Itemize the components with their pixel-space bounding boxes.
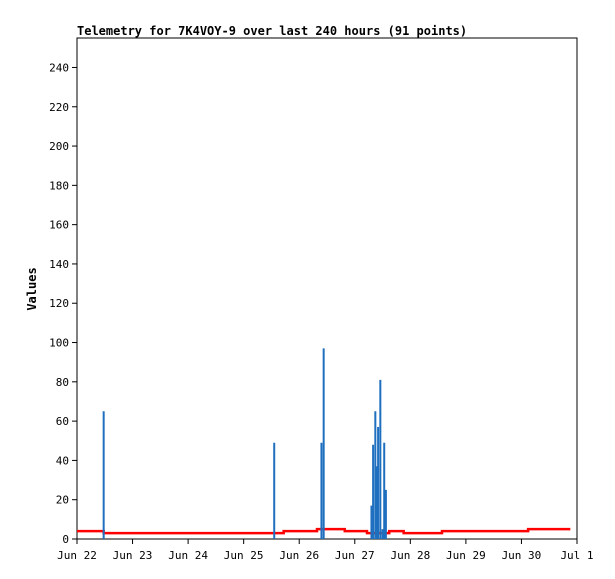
x-tick-label: Jun 22 [57, 549, 97, 562]
series-spikes-blue [102, 348, 387, 539]
y-tick-label: 80 [56, 376, 69, 389]
x-tick-label: Jun 28 [390, 549, 430, 562]
x-tick-label: Jun 23 [113, 549, 153, 562]
x-tick-label: Jun 30 [502, 549, 542, 562]
x-tick-label: Jun 26 [279, 549, 319, 562]
y-axis: 0 20 40 60 80 100 120 140 160 180 200 220 240 [49, 61, 77, 546]
y-axis-label: Values [25, 267, 39, 310]
chart-title: Telemetry for 7K4VOY-9 over last 240 hou… [77, 24, 467, 38]
y-tick-label: 0 [62, 533, 69, 546]
y-tick-label: 220 [49, 101, 69, 114]
x-tick-label: Jul 1 [560, 549, 593, 562]
y-tick-label: 100 [49, 337, 69, 350]
series-layer [77, 348, 571, 539]
x-tick-label: Jun 25 [224, 549, 264, 562]
y-tick-label: 20 [56, 494, 69, 507]
y-tick-label: 140 [49, 258, 69, 271]
x-tick-label: Jun 24 [168, 549, 208, 562]
x-tick-label: Jun 27 [335, 549, 375, 562]
y-tick-label: 180 [49, 179, 69, 192]
series-line-red [77, 527, 571, 535]
x-tick-label: Jun 29 [446, 549, 486, 562]
y-tick-label: 60 [56, 415, 69, 428]
x-axis: Jun 22 Jun 23 Jun 24 Jun 25 Jun 26 Jun 27 Jun … [57, 539, 594, 562]
plot-frame [76, 37, 578, 540]
y-tick-label: 40 [56, 454, 69, 467]
y-tick-label: 240 [49, 61, 69, 74]
y-tick-label: 200 [49, 140, 69, 153]
y-tick-label: 120 [49, 297, 69, 310]
y-tick-label: 160 [49, 219, 69, 232]
